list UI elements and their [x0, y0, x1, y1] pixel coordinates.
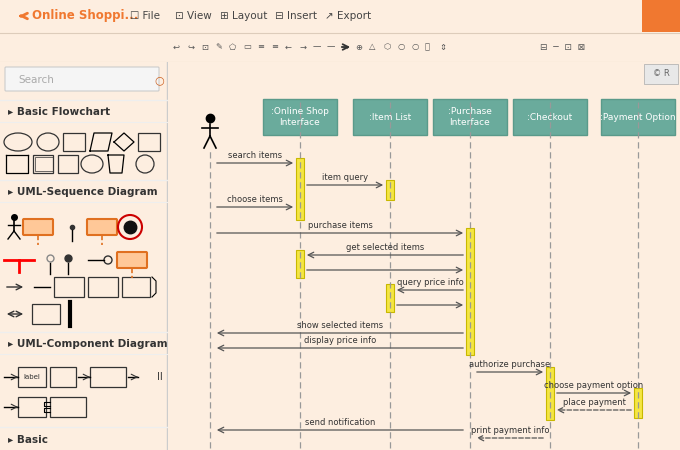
Text: —: —	[327, 42, 335, 51]
Text: ↗ Export: ↗ Export	[325, 11, 371, 21]
FancyBboxPatch shape	[296, 250, 304, 278]
Text: ⇕: ⇕	[439, 42, 446, 51]
Text: Search: Search	[18, 75, 54, 85]
Text: :Item List: :Item List	[369, 112, 411, 122]
Text: choose payment option: choose payment option	[545, 381, 644, 390]
Text: purchase items: purchase items	[307, 221, 373, 230]
Text: ○: ○	[397, 42, 404, 51]
Text: place payment: place payment	[562, 398, 626, 407]
FancyBboxPatch shape	[263, 99, 337, 135]
Text: get selected items: get selected items	[346, 243, 424, 252]
Text: :Checkout: :Checkout	[528, 112, 573, 122]
Text: © R: © R	[653, 69, 669, 78]
FancyBboxPatch shape	[546, 367, 554, 420]
Text: ▸ UML-Component Diagram: ▸ UML-Component Diagram	[8, 339, 168, 349]
Text: :Online Shop
Interface: :Online Shop Interface	[271, 107, 329, 127]
FancyBboxPatch shape	[642, 0, 680, 32]
Text: ▸ UML-Sequence Diagram: ▸ UML-Sequence Diagram	[8, 187, 158, 197]
Text: item query: item query	[322, 173, 368, 182]
Text: label: label	[24, 374, 40, 380]
FancyBboxPatch shape	[23, 219, 53, 235]
Text: →: →	[299, 42, 306, 51]
Text: ▭: ▭	[243, 42, 251, 51]
Text: ▸ Basic Flowchart: ▸ Basic Flowchart	[8, 107, 110, 117]
FancyBboxPatch shape	[117, 252, 147, 268]
FancyBboxPatch shape	[87, 219, 117, 235]
Text: —: —	[313, 42, 322, 51]
Text: query price info: query price info	[396, 278, 463, 287]
FancyBboxPatch shape	[5, 67, 159, 91]
Text: 🔒: 🔒	[425, 42, 430, 51]
Text: show selected items: show selected items	[297, 321, 383, 330]
Text: II: II	[157, 372, 163, 382]
FancyBboxPatch shape	[386, 284, 394, 312]
FancyBboxPatch shape	[433, 99, 507, 135]
Text: ☐ File: ☐ File	[130, 11, 160, 21]
Text: ⬠: ⬠	[229, 42, 236, 51]
Text: ⊟ Insert: ⊟ Insert	[275, 11, 317, 21]
Text: ⊡: ⊡	[201, 42, 208, 51]
Text: ≡: ≡	[271, 42, 278, 51]
Text: ○: ○	[411, 42, 418, 51]
FancyBboxPatch shape	[296, 158, 304, 220]
Text: send notification: send notification	[305, 418, 375, 427]
Text: search items: search items	[228, 151, 282, 160]
Text: ⊡ View: ⊡ View	[175, 11, 211, 21]
Text: ⊟  ─  ⊡  ⊠: ⊟ ─ ⊡ ⊠	[540, 42, 585, 51]
FancyBboxPatch shape	[634, 388, 642, 418]
FancyBboxPatch shape	[513, 99, 587, 135]
Text: ↪: ↪	[187, 42, 194, 51]
Text: ○: ○	[154, 75, 164, 85]
Text: authorize purchase: authorize purchase	[469, 360, 551, 369]
Text: Online Shoppi...: Online Shoppi...	[32, 9, 138, 22]
Text: ⬡: ⬡	[383, 42, 390, 51]
Text: :Payment Option: :Payment Option	[600, 112, 676, 122]
Text: ≡: ≡	[257, 42, 264, 51]
Text: display price info: display price info	[304, 336, 376, 345]
Text: →: →	[341, 42, 348, 51]
FancyBboxPatch shape	[644, 64, 678, 84]
FancyBboxPatch shape	[466, 228, 474, 355]
Text: ▸ Basic: ▸ Basic	[8, 435, 48, 445]
Text: ↩: ↩	[173, 42, 180, 51]
FancyBboxPatch shape	[386, 180, 394, 200]
Text: ⊞ Layout: ⊞ Layout	[220, 11, 267, 21]
Text: ←: ←	[285, 42, 292, 51]
Text: print payment info: print payment info	[471, 426, 549, 435]
Text: ✎: ✎	[215, 42, 222, 51]
FancyBboxPatch shape	[601, 99, 675, 135]
Text: ⊕: ⊕	[355, 42, 362, 51]
Text: choose items: choose items	[227, 195, 283, 204]
Text: :Purchase
Interface: :Purchase Interface	[448, 107, 492, 127]
FancyBboxPatch shape	[353, 99, 427, 135]
Text: △: △	[369, 42, 375, 51]
